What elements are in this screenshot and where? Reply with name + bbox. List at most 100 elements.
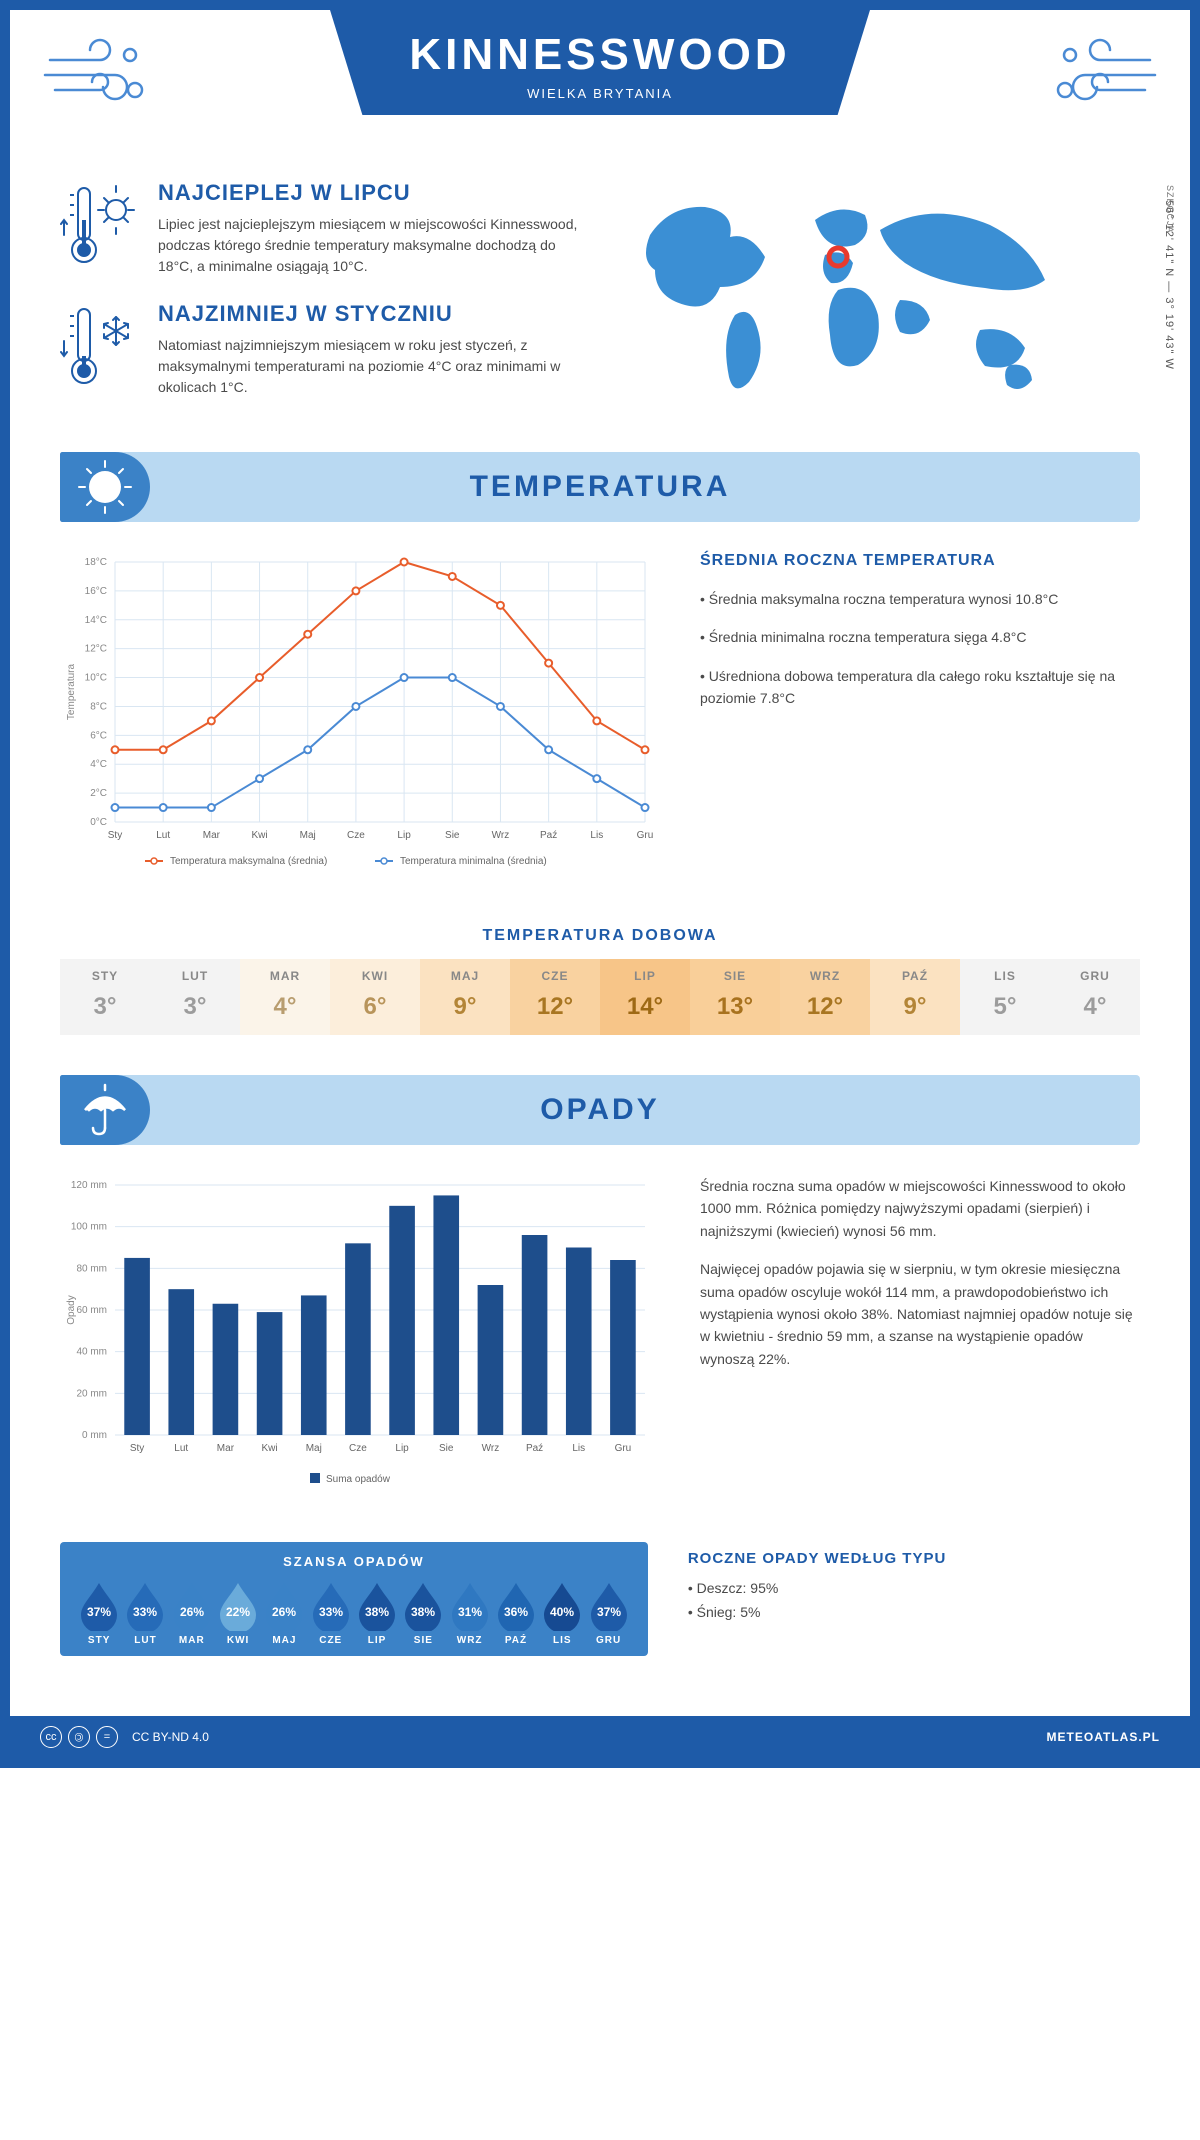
nd-icon: = <box>96 1726 118 1748</box>
precip-bar-chart: 0 mm20 mm40 mm60 mm80 mm100 mm120 mmStyL… <box>60 1175 660 1500</box>
coldest-description: Natomiast najzimniejszym miesiącem w rok… <box>158 335 580 398</box>
coldest-title: NAJZIMNIEJ W STYCZNIU <box>158 301 580 327</box>
footer: cc 🄯 = CC BY-ND 4.0 METEOATLAS.PL <box>10 1716 1190 1758</box>
header: KINNESSWOOD WIELKA BRYTANIA <box>10 10 1190 150</box>
svg-text:26%: 26% <box>180 1605 204 1619</box>
cc-icon: cc <box>40 1726 62 1748</box>
precip-by-type-title: ROCZNE OPADY WEDŁUG TYPU <box>688 1550 1140 1567</box>
daily-temp-cell: KWI6° <box>330 959 420 1035</box>
svg-text:Sie: Sie <box>445 830 460 841</box>
precip-chance-item: 22%KWI <box>215 1579 261 1646</box>
precip-chance-item: 33%LUT <box>122 1579 168 1646</box>
svg-text:6°C: 6°C <box>90 730 107 741</box>
daily-temp-cell: LIS5° <box>960 959 1050 1035</box>
svg-text:Cze: Cze <box>347 830 365 841</box>
precip-chance-item: 31%WRZ <box>447 1579 493 1646</box>
svg-text:Kwi: Kwi <box>251 830 267 841</box>
daily-temp-cell: LIP14° <box>600 959 690 1035</box>
thermometer-cold-icon <box>60 301 140 391</box>
coordinates: 56° 12' 41" N — 3° 19' 43" W <box>1163 200 1175 370</box>
precip-chance-item: 37%STY <box>76 1579 122 1646</box>
daily-temp-cell: MAJ9° <box>420 959 510 1035</box>
precip-chance-item: 38%LIP <box>354 1579 400 1646</box>
svg-text:Paź: Paź <box>540 830 557 841</box>
precip-type-line: • Śnieg: 5% <box>688 1601 1140 1625</box>
by-icon: 🄯 <box>68 1726 90 1748</box>
svg-text:10°C: 10°C <box>85 673 107 684</box>
svg-text:16°C: 16°C <box>85 586 107 597</box>
svg-text:Lut: Lut <box>156 830 170 841</box>
daily-temp-cell: LUT3° <box>150 959 240 1035</box>
daily-temp-table: STY3°LUT3°MAR4°KWI6°MAJ9°CZE12°LIP14°SIE… <box>60 959 1140 1035</box>
svg-text:31%: 31% <box>458 1605 482 1619</box>
svg-text:37%: 37% <box>597 1605 621 1619</box>
svg-text:Mar: Mar <box>203 830 221 841</box>
precip-section-header: OPADY <box>60 1075 1140 1145</box>
svg-text:Kwi: Kwi <box>262 1443 278 1454</box>
svg-text:22%: 22% <box>226 1605 250 1619</box>
title-banner: KINNESSWOOD WIELKA BRYTANIA <box>330 10 870 115</box>
temperature-line-chart: 0°C2°C4°C6°C8°C10°C12°C14°C16°C18°CStyLu… <box>60 552 660 897</box>
daily-temp-cell: WRZ12° <box>780 959 870 1035</box>
avg-temp-line: • Średnia minimalna roczna temperatura s… <box>700 626 1140 648</box>
wind-icon <box>40 35 150 129</box>
precip-chance-item: 33%CZE <box>308 1579 354 1646</box>
svg-text:Temperatura minimalna (średnia: Temperatura minimalna (średnia) <box>400 856 547 867</box>
precip-chance-item: 26%MAR <box>169 1579 215 1646</box>
location-title: KINNESSWOOD <box>330 30 870 80</box>
svg-text:38%: 38% <box>365 1605 389 1619</box>
svg-text:Mar: Mar <box>217 1443 235 1454</box>
svg-text:40 mm: 40 mm <box>76 1347 107 1358</box>
svg-text:Wrz: Wrz <box>492 830 510 841</box>
hottest-title: NAJCIEPLEJ W LIPCU <box>158 180 580 206</box>
sun-icon <box>60 452 150 522</box>
avg-temp-line: • Średnia maksymalna roczna temperatura … <box>700 588 1140 610</box>
svg-text:26%: 26% <box>272 1605 296 1619</box>
svg-text:Sie: Sie <box>439 1443 454 1454</box>
svg-text:100 mm: 100 mm <box>71 1222 107 1233</box>
svg-text:Lut: Lut <box>174 1443 188 1454</box>
precip-summary: Średnia roczna suma opadów w miejscowośc… <box>700 1175 1140 1242</box>
license-text: CC BY-ND 4.0 <box>132 1730 209 1744</box>
svg-text:Wrz: Wrz <box>482 1443 500 1454</box>
svg-text:Maj: Maj <box>300 830 316 841</box>
world-map <box>620 180 1140 415</box>
svg-text:80 mm: 80 mm <box>76 1263 107 1274</box>
wind-icon <box>1050 35 1160 129</box>
svg-text:Lis: Lis <box>572 1443 585 1454</box>
svg-text:Cze: Cze <box>349 1443 367 1454</box>
svg-text:8°C: 8°C <box>90 701 107 712</box>
precip-chance-item: 38%SIE <box>400 1579 446 1646</box>
hottest-info: NAJCIEPLEJ W LIPCU Lipiec jest najcieple… <box>60 180 580 277</box>
svg-text:2°C: 2°C <box>90 788 107 799</box>
svg-text:33%: 33% <box>133 1605 157 1619</box>
precip-type-line: • Deszcz: 95% <box>688 1577 1140 1601</box>
coldest-info: NAJZIMNIEJ W STYCZNIU Natomiast najzimni… <box>60 301 580 398</box>
svg-text:120 mm: 120 mm <box>71 1180 107 1191</box>
avg-temp-title: ŚREDNIA ROCZNA TEMPERATURA <box>700 552 1140 570</box>
avg-temp-line: • Uśredniona dobowa temperatura dla całe… <box>700 665 1140 710</box>
precip-heading: OPADY <box>540 1093 659 1126</box>
precip-chance-item: 26%MAJ <box>261 1579 307 1646</box>
site-name: METEOATLAS.PL <box>1047 1730 1160 1744</box>
svg-text:18°C: 18°C <box>85 557 107 568</box>
daily-temp-cell: PAŹ9° <box>870 959 960 1035</box>
svg-text:Temperatura maksymalna (średni: Temperatura maksymalna (średnia) <box>170 856 327 867</box>
svg-text:Lis: Lis <box>590 830 603 841</box>
svg-text:0°C: 0°C <box>90 817 107 828</box>
svg-text:20 mm: 20 mm <box>76 1388 107 1399</box>
svg-text:37%: 37% <box>87 1605 111 1619</box>
svg-text:12°C: 12°C <box>85 644 107 655</box>
svg-text:Gru: Gru <box>637 830 654 841</box>
precip-details: Najwięcej opadów pojawia się w sierpniu,… <box>700 1258 1140 1370</box>
daily-temp-title: TEMPERATURA DOBOWA <box>60 927 1140 945</box>
daily-temp-cell: MAR4° <box>240 959 330 1035</box>
svg-text:Opady: Opady <box>66 1295 77 1324</box>
precip-chance-item: 37%GRU <box>585 1579 631 1646</box>
precip-chance-panel: SZANSA OPADÓW 37%STY33%LUT26%MAR22%KWI26… <box>60 1542 648 1656</box>
umbrella-icon <box>60 1075 150 1145</box>
svg-text:0 mm: 0 mm <box>82 1430 107 1441</box>
daily-temp-cell: SIE13° <box>690 959 780 1035</box>
svg-text:14°C: 14°C <box>85 615 107 626</box>
precip-chance-item: 40%LIS <box>539 1579 585 1646</box>
